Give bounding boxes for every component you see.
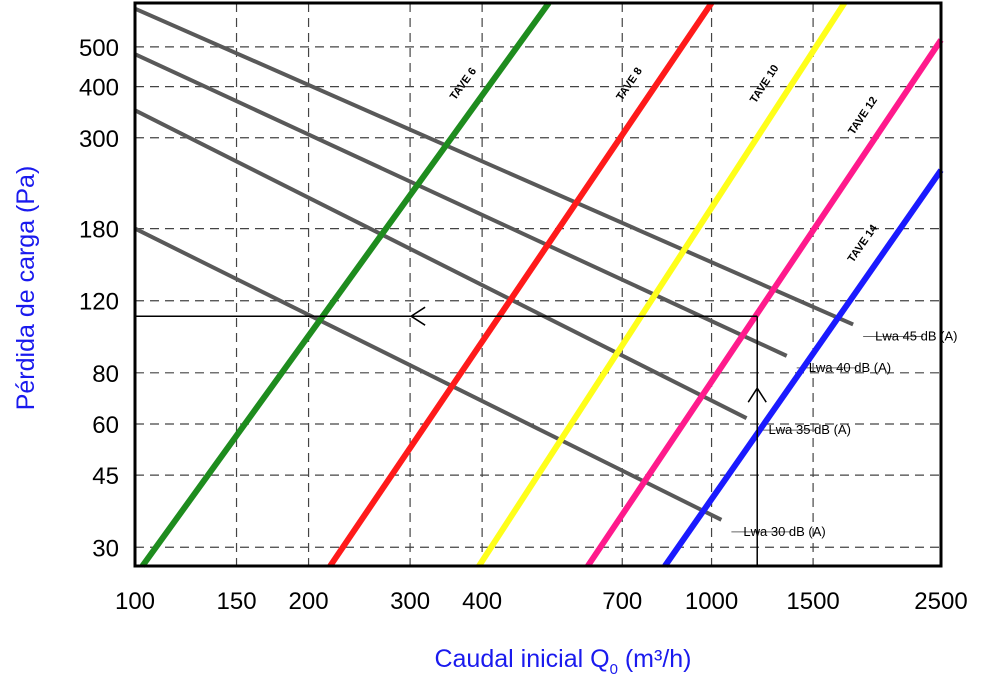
series-line [662,168,944,568]
x-tick-label: 200 [289,588,329,615]
series-label: TAVE 6 [448,66,479,103]
x-tick-label: 1000 [685,588,738,615]
arrow-up-icon [747,386,767,403]
y-tick-label: 400 [79,75,119,102]
noise-curves: Lwa 45 dB (A) Lwa 40 dB (A) Lwa 35 dB (A) L… [134,6,957,539]
y-tick-label: 120 [79,289,119,316]
noise-curve [134,108,748,420]
y-tick-label: 180 [79,217,119,244]
series-line [585,38,944,568]
series-line [327,1,715,568]
noise-curve [134,52,788,358]
x-tick-label: 100 [115,588,155,615]
y-axis-label: Pérdida de carga (Pa) [12,166,40,411]
x-tick-label: 700 [602,588,642,615]
y-tick-label: 300 [79,126,119,153]
x-tick-labels: 100 150 200 300 400 700 1000 1500 2500 [115,588,968,615]
example-path [135,306,767,566]
noise-label: Lwa 30 dB (A) [743,524,825,539]
noise-curve [134,226,723,522]
y-tick-label: 30 [92,535,119,562]
x-tick-label: 2500 [914,588,967,615]
x-tick-label: 300 [390,588,430,615]
y-tick-label: 500 [79,35,119,62]
y-tick-label: 80 [92,361,119,388]
x-tick-label: 400 [462,588,502,615]
series-label: TAVE 12 [846,95,880,137]
x-axis-label: Caudal inicial Q0 (m³/h) [434,645,691,677]
noise-label: Lwa 35 dB (A) [769,422,851,437]
grid-lines [135,3,941,566]
x-tick-label: 1500 [786,588,839,615]
series-line [139,1,552,568]
noise-label: Lwa 45 dB (A) [875,328,957,343]
noise-label: Lwa 40 dB (A) [809,360,891,375]
y-tick-labels: 30 45 60 80 120 180 300 400 500 [79,35,119,562]
y-tick-label: 60 [92,412,119,439]
arrow-left-icon [409,306,426,326]
y-tick-label: 45 [92,463,119,490]
series-label: TAVE 8 [614,66,645,103]
plot-frame [133,1,943,568]
x-tick-label: 150 [217,588,257,615]
series-label: TAVE 10 [748,63,781,106]
noise-curve [134,6,854,327]
series-line [476,1,847,568]
